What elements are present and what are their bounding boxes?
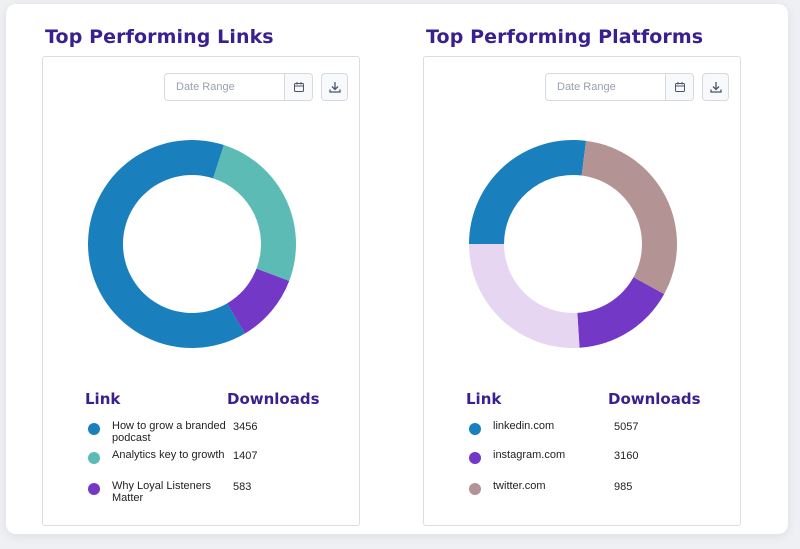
column-header-downloads: Downloads xyxy=(608,390,701,408)
donut-slice[interactable] xyxy=(581,140,677,295)
legend-value: 3456 xyxy=(233,421,258,433)
legend-value: 583 xyxy=(233,481,252,493)
legend-label: twitter.com xyxy=(493,480,546,492)
links-donut-chart xyxy=(87,139,296,348)
dashboard-frame: Top Performing Links Date Range Link Dow… xyxy=(6,4,788,534)
links-card: Date Range Link Downloads How to grow a … xyxy=(42,56,360,526)
legend-value: 1407 xyxy=(233,450,258,462)
panel-title-links: Top Performing Links xyxy=(45,26,274,48)
donut-slice[interactable] xyxy=(469,140,587,244)
donut-slice[interactable] xyxy=(213,145,296,282)
legend-dot xyxy=(88,483,100,495)
date-range-input[interactable]: Date Range xyxy=(545,73,694,101)
legend-label: How to grow a branded podcast xyxy=(112,420,226,444)
date-range-input[interactable]: Date Range xyxy=(164,73,313,101)
calendar-icon[interactable] xyxy=(284,74,312,100)
column-header-link: Link xyxy=(85,390,121,408)
legend-label: linkedin.com xyxy=(493,420,555,432)
legend-label: instagram.com xyxy=(493,449,566,461)
date-range-placeholder: Date Range xyxy=(557,81,616,93)
column-header-downloads: Downloads xyxy=(227,390,320,408)
donut-slice[interactable] xyxy=(87,139,245,348)
download-button[interactable] xyxy=(702,73,729,101)
legend-dot xyxy=(469,452,481,464)
download-icon xyxy=(328,82,341,93)
date-range-placeholder: Date Range xyxy=(176,81,235,93)
donut-slice[interactable] xyxy=(577,277,665,348)
legend-value: 3160 xyxy=(614,450,639,462)
panel-title-platforms: Top Performing Platforms xyxy=(426,26,704,48)
donut-slice[interactable] xyxy=(469,244,580,348)
platforms-donut-chart xyxy=(469,140,677,348)
legend-label: Analytics key to growth xyxy=(112,449,225,461)
legend-dot xyxy=(469,423,481,435)
legend-dot xyxy=(469,483,481,495)
legend-label: Why Loyal Listeners Matter xyxy=(112,480,212,504)
legend-dot xyxy=(88,452,100,464)
download-button[interactable] xyxy=(321,73,348,101)
column-header-link: Link xyxy=(466,390,502,408)
download-icon xyxy=(709,82,722,93)
legend-dot xyxy=(88,423,100,435)
donut-slice[interactable] xyxy=(227,268,290,334)
legend-value: 5057 xyxy=(614,421,639,433)
legend-value: 985 xyxy=(614,481,633,493)
calendar-icon[interactable] xyxy=(665,74,693,100)
platforms-card: Date Range Link Downloads linkedin.com 5… xyxy=(423,56,741,526)
